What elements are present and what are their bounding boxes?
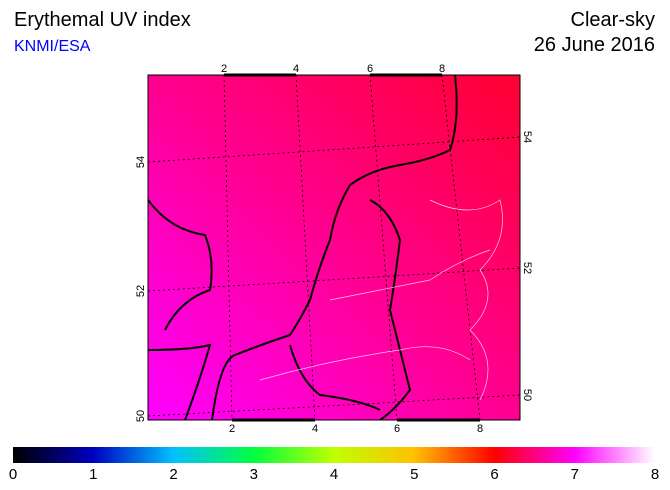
colorbar-label: 3 <box>250 466 258 483</box>
colorbar-labels: 0 1 2 3 4 5 6 7 8 <box>9 466 659 483</box>
right-tick-label: 52 <box>521 262 533 274</box>
borders <box>259 199 503 401</box>
bottom-tick-label: 8 <box>477 423 483 435</box>
title: Erythemal UV index <box>14 9 191 31</box>
bottom-tick-label: 2 <box>229 423 235 435</box>
colorbar-label: 2 <box>169 466 177 483</box>
right-tick-label: 54 <box>521 131 533 143</box>
date: 26 June 2016 <box>534 34 655 56</box>
colorbar-label: 1 <box>89 466 97 483</box>
left-tick-label: 50 <box>135 410 147 422</box>
top-tick-label: 4 <box>293 63 299 75</box>
left-tick-label: 52 <box>135 285 147 297</box>
coastline <box>148 75 458 420</box>
bottom-tick-label: 4 <box>312 423 318 435</box>
colorbar-label: 8 <box>651 466 659 483</box>
colorbar <box>13 447 655 463</box>
condition: Clear-sky <box>571 9 655 31</box>
map-ticks: 2 4 6 8 2 4 6 8 54 52 50 54 52 50 <box>135 63 533 435</box>
source: KNMI/ESA <box>14 38 91 55</box>
colorbar-label: 7 <box>571 466 579 483</box>
left-tick-label: 54 <box>135 156 147 168</box>
top-tick-label: 2 <box>221 63 227 75</box>
map-frame <box>147 74 521 421</box>
frame-ticks <box>224 73 480 422</box>
bottom-tick-label: 6 <box>394 423 400 435</box>
colorbar-label: 6 <box>490 466 498 483</box>
colorbar-label: 5 <box>410 466 418 483</box>
map <box>147 73 521 422</box>
colorbar-label: 0 <box>9 466 17 483</box>
colorbar-label: 4 <box>330 466 338 483</box>
top-tick-label: 6 <box>367 63 373 75</box>
top-tick-label: 8 <box>439 63 445 75</box>
right-tick-label: 50 <box>521 389 533 401</box>
